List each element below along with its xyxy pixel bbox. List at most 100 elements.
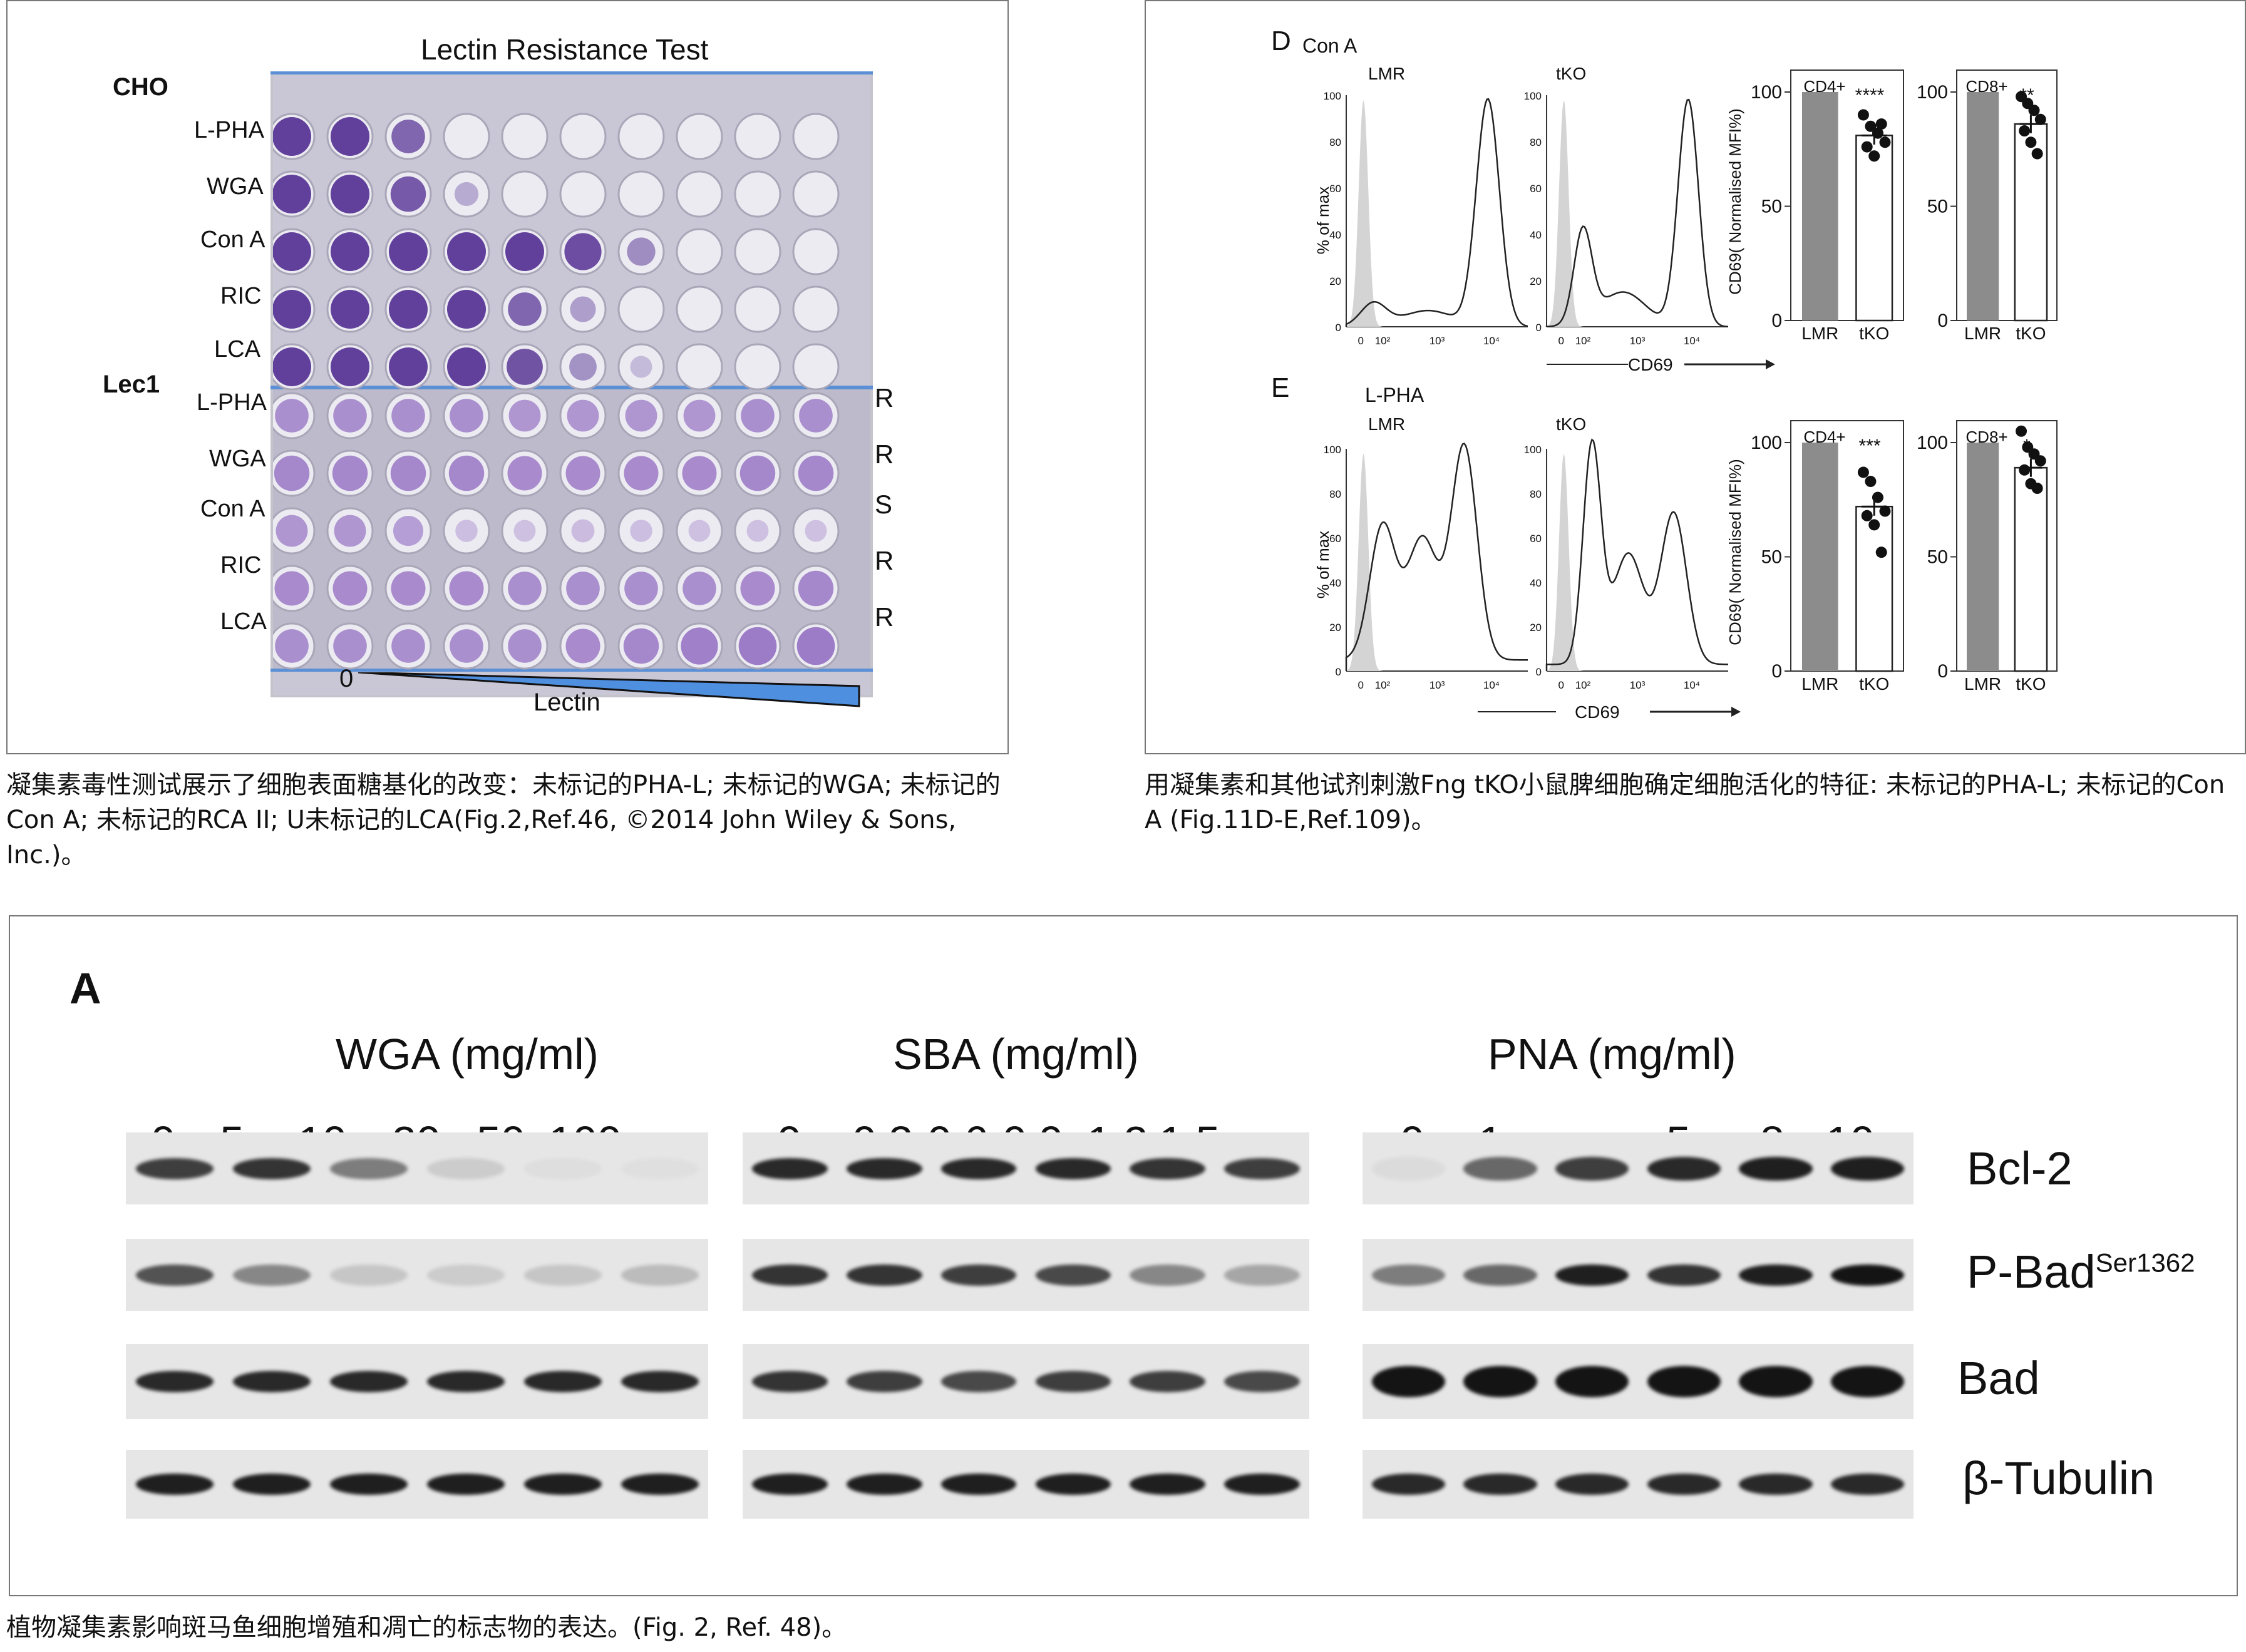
bar-lmr	[1967, 443, 1999, 671]
band	[135, 1264, 214, 1286]
blot-strip	[1363, 1239, 1914, 1311]
well	[676, 343, 723, 391]
hist-x-tick: 10⁴	[1684, 335, 1700, 347]
well	[443, 392, 490, 439]
well	[326, 343, 374, 391]
well	[273, 622, 316, 670]
band	[523, 1157, 602, 1179]
well	[273, 392, 316, 439]
band	[621, 1264, 699, 1286]
well	[559, 622, 607, 670]
band	[426, 1264, 505, 1286]
bar-y-tick: 50	[1927, 547, 1948, 568]
row-label-lec1: RIC	[220, 552, 262, 578]
band	[1371, 1264, 1445, 1286]
axis-arrow-head	[1731, 707, 1741, 717]
well	[734, 507, 781, 555]
well	[559, 392, 607, 439]
bar-lmr	[1802, 443, 1838, 671]
lectin-name-d: Con A	[1302, 34, 1357, 57]
band	[1647, 1264, 1721, 1286]
hist-x-tick: 10³	[1630, 679, 1646, 691]
data-point	[2028, 105, 2040, 116]
band	[1224, 1474, 1300, 1495]
lectin-axis-label: Lectin	[533, 689, 600, 716]
bar-y-tick: 100	[1917, 433, 1948, 453]
well	[734, 113, 781, 160]
blot-strip	[126, 1239, 708, 1311]
band	[1739, 1156, 1813, 1181]
well	[559, 170, 607, 218]
well	[792, 507, 840, 555]
well	[443, 170, 490, 218]
hist-y-tick: 80	[1530, 136, 1542, 148]
well	[443, 113, 490, 160]
plate-title: Lectin Resistance Test	[421, 33, 709, 66]
well	[384, 285, 432, 333]
band	[135, 1371, 214, 1392]
panel-label-e: E	[1271, 372, 1289, 403]
resistance-label: S	[875, 490, 893, 519]
hist-y-tick: 100	[1524, 444, 1542, 456]
blot-strip	[743, 1344, 1309, 1419]
data-point	[2034, 113, 2046, 125]
well	[559, 113, 607, 160]
blot-strip	[126, 1344, 708, 1419]
band	[1647, 1474, 1721, 1495]
well	[501, 622, 549, 670]
band	[621, 1158, 699, 1179]
bar-x-tick: LMR	[1801, 674, 1838, 694]
hist-x-tick: 0	[1357, 679, 1363, 691]
bar-y-tick: 0	[1771, 661, 1782, 682]
hist-y-tick: 20	[1329, 622, 1341, 634]
well	[792, 565, 840, 612]
band	[1463, 1474, 1537, 1495]
blot-strip	[1363, 1450, 1914, 1519]
data-point	[2034, 455, 2046, 467]
well	[559, 565, 607, 612]
well	[617, 285, 665, 333]
panel-label-a: A	[70, 964, 101, 1013]
resistance-label: R	[875, 546, 894, 575]
well	[559, 449, 607, 497]
data-point	[2031, 148, 2043, 160]
band	[1647, 1156, 1721, 1181]
bar-chart-frame	[1956, 420, 2058, 672]
band	[1647, 1366, 1721, 1397]
well	[676, 228, 723, 275]
band	[1555, 1264, 1629, 1286]
band	[135, 1157, 214, 1179]
band	[523, 1474, 602, 1495]
band	[1555, 1474, 1629, 1495]
row-label-pbad: P-BadSer1362	[1967, 1245, 2195, 1298]
bar-y-label-e: CD69( Normalised MFI%)	[1726, 459, 1744, 645]
well	[384, 507, 432, 555]
well	[792, 113, 840, 160]
well	[384, 113, 432, 160]
bar-x-tick: tKO	[2016, 674, 2046, 694]
caption-western: 植物凝集素影响斑马鱼细胞增殖和凋亡的标志物的表达。(Fig. 2, Ref. 4…	[6, 1613, 847, 1642]
bar-chart-frame	[1956, 69, 2058, 321]
band	[846, 1474, 922, 1495]
hist-y-tick: 80	[1329, 488, 1341, 500]
band	[940, 1371, 1017, 1392]
well	[501, 170, 549, 218]
row-label-cho: L-PHA	[194, 117, 264, 143]
well-plate	[270, 71, 873, 697]
hist-x-tick: 0	[1558, 335, 1563, 347]
hist-x-tick: 10³	[1430, 679, 1445, 691]
hist-y-tick: 100	[1524, 90, 1542, 102]
hist-x-tick: 0	[1558, 679, 1563, 691]
caption-lectin: 凝集素毒性测试展示了细胞表面糖基化的改变：未标记的PHA-L; 未标记的WGA;…	[6, 771, 1001, 870]
hist-y-tick: 20	[1530, 275, 1542, 287]
caption-flow: 用凝集素和其他试剂刺激Fng tKO小鼠脾细胞确定细胞活化的特征: 未标记的PH…	[1145, 771, 2225, 834]
axis-arrow-head	[1766, 359, 1775, 369]
sample-histogram	[1545, 98, 1729, 328]
well	[734, 228, 781, 275]
well	[273, 285, 316, 333]
data-point	[1879, 505, 1891, 517]
band	[752, 1474, 828, 1495]
bar-y-tick: 0	[1937, 310, 1948, 331]
band	[1831, 1474, 1905, 1495]
band	[1831, 1156, 1905, 1181]
